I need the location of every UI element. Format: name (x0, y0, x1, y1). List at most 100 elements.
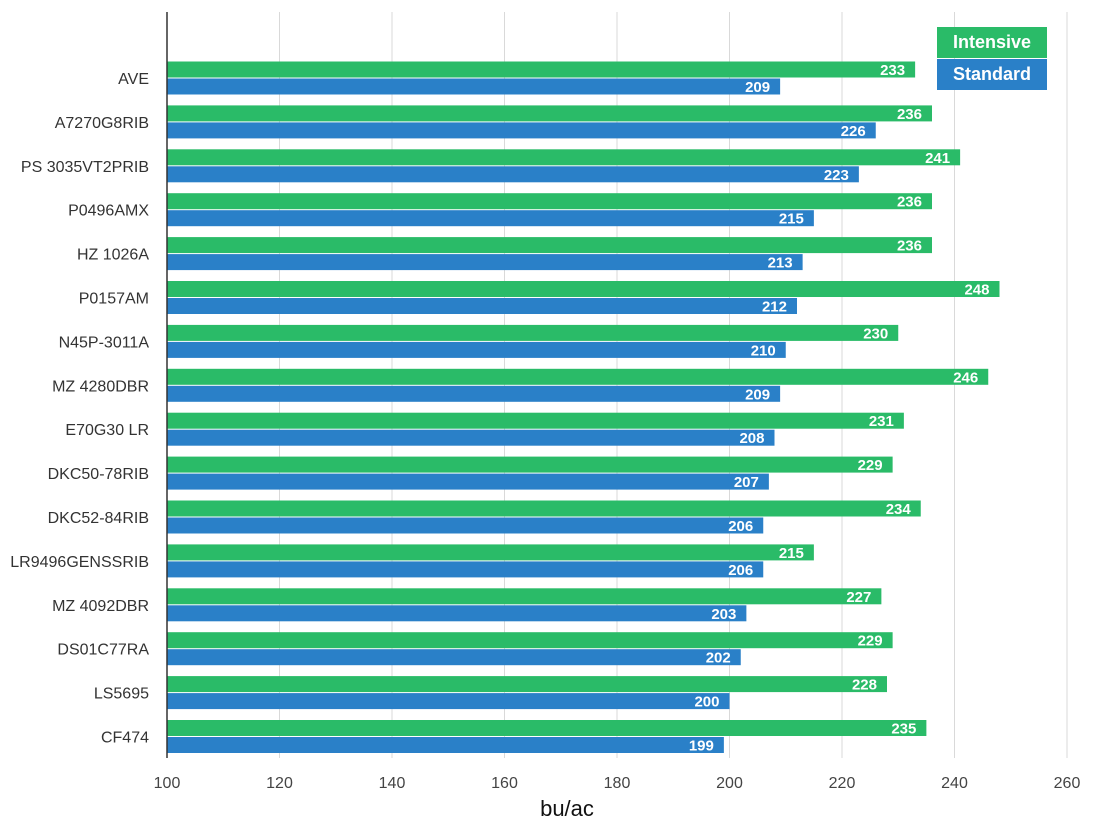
x-tick-label: 140 (379, 775, 406, 792)
bar-standard (167, 385, 781, 402)
bar-intensive (167, 149, 961, 166)
bar-intensive (167, 500, 921, 517)
category-label: MZ 4092DBR (52, 598, 149, 615)
category-label: PS 3035VT2PRIB (21, 159, 149, 176)
category-label: DKC50-78RIB (48, 466, 149, 483)
bar-value-label: 228 (852, 677, 877, 694)
bar-standard (167, 561, 764, 578)
category-label: AVE (118, 71, 149, 88)
bar-intensive (167, 61, 916, 78)
x-tick-label: 200 (716, 775, 743, 792)
category-label: CF474 (101, 730, 149, 747)
x-tick-label: 180 (604, 775, 631, 792)
bar-standard (167, 429, 775, 446)
bar-value-label: 208 (739, 430, 764, 447)
bar-layer: 233 209 236 226 241 223 236 215 236 213 248 212 230 2… (167, 61, 1000, 755)
bar-value-label: 210 (751, 342, 776, 359)
bar-standard (167, 210, 814, 227)
bar-value-label: 229 (858, 457, 883, 474)
bar-value-label: 230 (863, 325, 888, 342)
legend-swatch (937, 59, 1047, 90)
x-tick-labels: 100 120 140 160 180 200 220 240 260 (154, 775, 1081, 792)
bar-intensive (167, 281, 1000, 297)
bar-value-label: 234 (886, 501, 912, 518)
bar-value-label: 209 (745, 79, 770, 96)
x-tick-label: 120 (266, 775, 293, 792)
bar-value-label: 229 (858, 633, 883, 650)
bar-intensive (167, 544, 814, 561)
x-tick-label: 100 (154, 775, 181, 792)
bar-value-label: 241 (925, 150, 950, 167)
bar-standard (167, 649, 741, 666)
bar-value-label: 212 (762, 299, 787, 316)
category-label: LR9496GENSSRIB (10, 554, 149, 571)
bar-intensive (167, 368, 989, 385)
bar-intensive (167, 676, 887, 693)
bar-value-label: 246 (953, 369, 978, 386)
bar-value-label: 203 (711, 606, 736, 623)
legend-swatch (937, 27, 1047, 58)
category-label: DS01C77RA (57, 642, 149, 659)
category-label: E70G30 LR (65, 422, 149, 439)
category-label: N45P-3011A (59, 334, 150, 351)
bar-value-label: 202 (706, 650, 731, 667)
bar-standard (167, 473, 769, 490)
x-tick-label: 240 (941, 775, 968, 792)
category-labels: AVE A7270G8RIB PS 3035VT2PRIB P0496AMX HZ 10… (10, 71, 149, 747)
category-label: P0496AMX (68, 203, 149, 220)
bar-intensive (167, 324, 899, 341)
legend-label: Standard (953, 64, 1031, 84)
bar-value-label: 199 (689, 738, 714, 755)
bar-value-label: 235 (891, 721, 916, 738)
bar-value-label: 215 (779, 545, 804, 562)
bar-value-label: 226 (841, 123, 866, 140)
bar-intensive (167, 237, 932, 254)
bar-value-label: 227 (846, 589, 871, 606)
x-tick-label: 220 (829, 775, 856, 792)
bar-value-label: 233 (880, 62, 905, 79)
bar-intensive (167, 456, 893, 473)
bar-value-label: 213 (768, 255, 793, 272)
x-tick-label: 260 (1054, 775, 1081, 792)
bar-value-label: 206 (728, 562, 753, 579)
x-tick-label: 160 (491, 775, 518, 792)
x-axis-title: bu/ac (540, 796, 594, 821)
bar-value-label: 236 (897, 106, 922, 123)
bar-standard (167, 341, 786, 358)
bar-value-label: 231 (869, 413, 894, 430)
category-label: MZ 4280DBR (52, 378, 149, 395)
legend-label: Intensive (953, 32, 1031, 52)
bar-standard (167, 78, 781, 95)
bar-intensive (167, 632, 893, 649)
bar-value-label: 223 (824, 167, 849, 184)
category-label: P0157AM (79, 291, 149, 308)
bar-intensive (167, 720, 927, 736)
bar-value-label: 206 (728, 518, 753, 535)
category-label: HZ 1026A (77, 247, 149, 264)
bar-standard (167, 166, 859, 183)
bar-value-label: 200 (694, 694, 719, 711)
bar-standard (167, 693, 730, 710)
bar-standard (167, 122, 876, 139)
bar-standard (167, 737, 724, 753)
bar-value-label: 209 (745, 386, 770, 403)
bar-intensive (167, 588, 882, 605)
bar-standard (167, 254, 803, 271)
bar-value-label: 236 (897, 194, 922, 211)
bar-value-label: 236 (897, 238, 922, 255)
category-label: DKC52-84RIB (48, 510, 149, 527)
bar-standard (167, 517, 764, 534)
category-label: LS5695 (94, 686, 149, 703)
bar-standard (167, 298, 797, 314)
legend: Intensive Standard (937, 27, 1047, 90)
bar-value-label: 248 (964, 282, 989, 299)
bar-intensive (167, 412, 904, 429)
category-label: A7270G8RIB (55, 115, 149, 132)
bar-intensive (167, 105, 932, 122)
bar-value-label: 207 (734, 474, 759, 491)
bar-value-label: 215 (779, 211, 804, 228)
bar-intensive (167, 193, 932, 210)
bar-standard (167, 605, 747, 622)
